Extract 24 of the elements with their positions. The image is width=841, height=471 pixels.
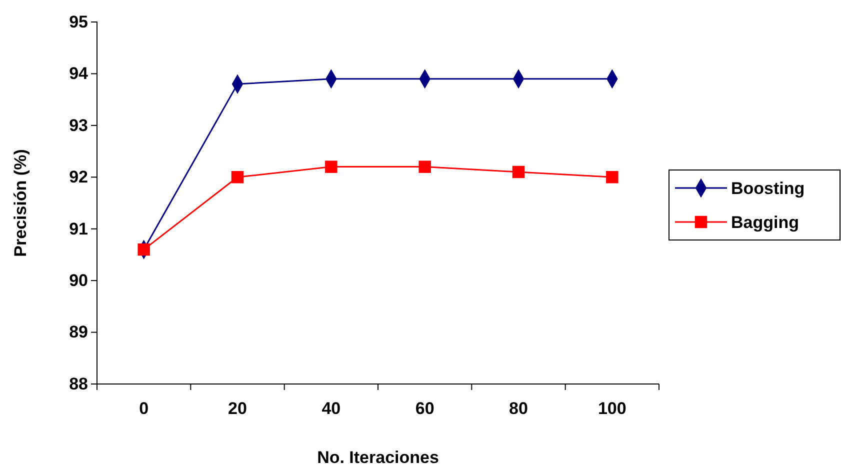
- legend-label: Boosting: [731, 179, 805, 198]
- y-tick-label: 89: [69, 322, 88, 342]
- x-tick-label: 60: [415, 399, 434, 418]
- x-axis-title: No. Iteraciones: [317, 448, 439, 467]
- y-axis-title: Precisión (%): [11, 149, 30, 257]
- y-tick-label: 92: [69, 168, 88, 187]
- y-tick-label: 88: [69, 374, 88, 394]
- y-tick-label: 93: [69, 116, 88, 135]
- y-tick-label: 90: [69, 271, 88, 290]
- x-tick-label: 40: [322, 399, 341, 418]
- y-tick-label: 94: [69, 64, 89, 84]
- x-tick-label: 100: [598, 399, 626, 418]
- y-tick-label: 91: [69, 219, 88, 238]
- point: [512, 166, 525, 178]
- point: [231, 171, 244, 184]
- x-tick-label: 20: [228, 399, 247, 418]
- point: [138, 243, 150, 256]
- point: [606, 171, 618, 184]
- y-tick-label: 95: [69, 12, 88, 32]
- x-tick-label: 0: [139, 399, 149, 418]
- legend-label: Bagging: [731, 213, 799, 232]
- point: [418, 160, 431, 173]
- point: [325, 160, 338, 173]
- x-tick-label: 80: [509, 399, 528, 418]
